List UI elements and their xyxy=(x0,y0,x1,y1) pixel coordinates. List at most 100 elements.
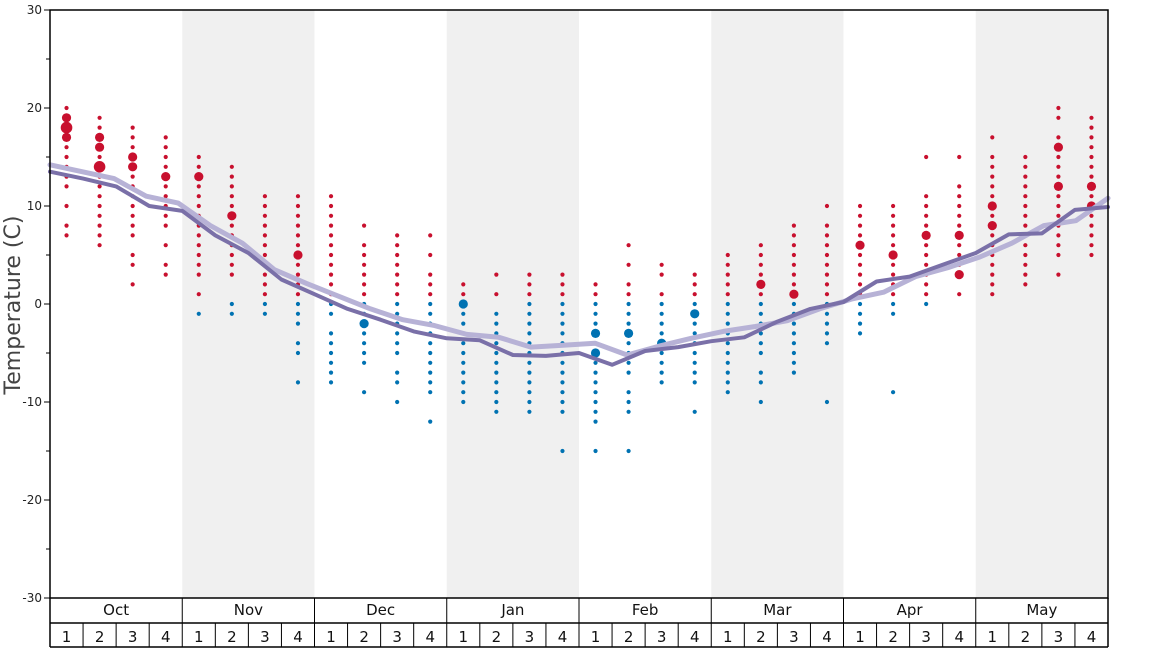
data-point xyxy=(857,331,863,336)
data-point xyxy=(494,321,499,326)
data-point xyxy=(361,331,367,336)
data-point xyxy=(924,154,929,160)
data-point xyxy=(791,252,797,258)
data-point xyxy=(659,350,664,356)
data-point xyxy=(758,292,763,297)
data-point xyxy=(791,262,797,267)
data-point xyxy=(428,292,433,297)
data-point xyxy=(361,341,367,346)
data-point xyxy=(262,282,268,287)
week-label: 4 xyxy=(161,628,171,646)
data-point xyxy=(196,194,201,199)
data-point xyxy=(725,262,730,267)
data-point xyxy=(527,272,532,277)
data-point xyxy=(957,194,962,199)
data-point xyxy=(990,292,995,297)
data-point xyxy=(857,233,863,238)
data-point xyxy=(791,370,797,375)
data-point xyxy=(791,301,797,307)
data-point xyxy=(295,350,301,356)
data-point xyxy=(1089,125,1094,130)
week-label: 2 xyxy=(756,628,766,646)
data-point xyxy=(295,203,301,209)
data-point xyxy=(725,301,730,307)
data-point xyxy=(295,380,301,385)
data-point xyxy=(857,262,863,267)
data-point xyxy=(626,390,631,395)
data-point xyxy=(527,409,532,414)
data-point xyxy=(494,409,499,414)
data-point xyxy=(328,262,334,267)
data-point xyxy=(990,262,995,267)
week-label: 4 xyxy=(558,628,568,646)
y-tick-label: -10 xyxy=(22,395,42,409)
data-point xyxy=(196,292,201,297)
data-point xyxy=(328,194,334,199)
month-label-apr: Apr xyxy=(897,601,924,619)
y-tick-label: 0 xyxy=(34,297,42,311)
data-point xyxy=(527,380,532,385)
data-point xyxy=(163,135,168,140)
week-label: 4 xyxy=(293,628,303,646)
data-point xyxy=(758,311,763,316)
data-point xyxy=(560,321,565,326)
y-tick-label: -20 xyxy=(22,493,42,507)
data-point xyxy=(560,292,565,297)
data-point xyxy=(163,164,168,169)
data-point xyxy=(1056,115,1061,120)
data-point xyxy=(196,272,201,277)
month-label-oct: Oct xyxy=(103,601,129,619)
data-point xyxy=(1089,252,1094,258)
data-point xyxy=(990,282,995,287)
data-point xyxy=(957,223,962,228)
data-point xyxy=(97,115,102,120)
data-point xyxy=(692,272,697,277)
y-axis-label: Temperature (C) xyxy=(1,216,26,396)
data-point xyxy=(626,301,631,307)
data-point xyxy=(395,272,400,277)
data-point xyxy=(229,174,234,179)
data-point xyxy=(328,360,334,365)
data-point xyxy=(97,203,102,209)
data-point xyxy=(857,301,863,307)
data-point xyxy=(1089,233,1094,238)
data-point xyxy=(990,154,995,160)
data-point xyxy=(890,301,896,307)
data-point xyxy=(1023,262,1028,267)
data-point xyxy=(560,272,565,277)
data-point xyxy=(361,360,367,365)
data-point xyxy=(229,262,234,267)
data-point xyxy=(1023,184,1028,189)
data-point xyxy=(758,243,763,248)
data-point xyxy=(924,282,929,287)
data-point xyxy=(395,243,400,248)
data-point xyxy=(64,105,69,111)
data-point xyxy=(196,233,201,238)
data-point xyxy=(61,113,72,123)
data-point xyxy=(659,272,664,277)
data-point xyxy=(361,292,367,297)
data-point xyxy=(659,292,664,297)
data-point xyxy=(295,301,301,307)
data-point xyxy=(295,321,301,326)
data-point xyxy=(758,341,763,346)
data-point xyxy=(924,262,929,267)
data-point xyxy=(428,282,433,287)
data-point xyxy=(128,162,138,172)
data-point xyxy=(1056,252,1061,258)
data-point xyxy=(758,262,763,267)
data-point xyxy=(924,194,929,199)
data-point xyxy=(361,272,367,277)
data-point xyxy=(328,203,334,209)
data-point xyxy=(659,311,664,316)
data-point xyxy=(957,243,962,248)
data-point xyxy=(954,270,964,280)
data-point xyxy=(791,360,797,365)
data-point xyxy=(461,282,466,287)
data-point xyxy=(1053,142,1064,152)
data-point xyxy=(626,292,631,297)
week-label: 4 xyxy=(954,628,964,646)
data-point xyxy=(725,311,730,316)
week-label: 2 xyxy=(95,628,105,646)
data-point xyxy=(758,380,763,385)
